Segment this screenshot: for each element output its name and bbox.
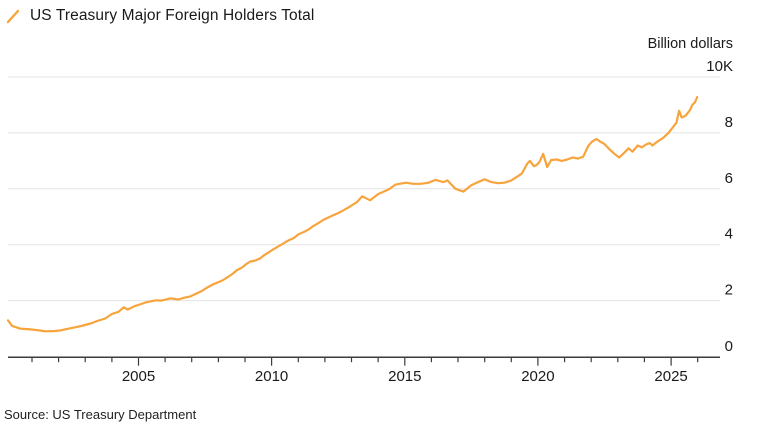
- legend-line-icon: [6, 9, 20, 24]
- chart-legend: US Treasury Major Foreign Holders Total: [5, 5, 314, 27]
- x-tick-label: 2020: [521, 368, 554, 385]
- y-tick-label: 2: [725, 282, 733, 299]
- data-series-line: [6, 95, 699, 333]
- x-tick-label: 2025: [654, 368, 687, 385]
- y-tick-label: 8: [725, 114, 733, 131]
- x-tick-label: 2005: [122, 368, 155, 385]
- x-tick-label: 2010: [255, 368, 288, 385]
- chart-title: US Treasury Major Foreign Holders Total: [30, 7, 315, 24]
- x-tick-label: 2015: [388, 368, 421, 385]
- y-tick-label: 10K: [706, 58, 733, 75]
- y-tick-label: 6: [725, 170, 733, 187]
- source-label: Source: US Treasury Department: [4, 407, 197, 422]
- y-axis-unit-label: Billion dollars: [647, 36, 733, 52]
- y-tick-label: 4: [725, 226, 733, 243]
- y-tick-label: 0: [725, 338, 733, 355]
